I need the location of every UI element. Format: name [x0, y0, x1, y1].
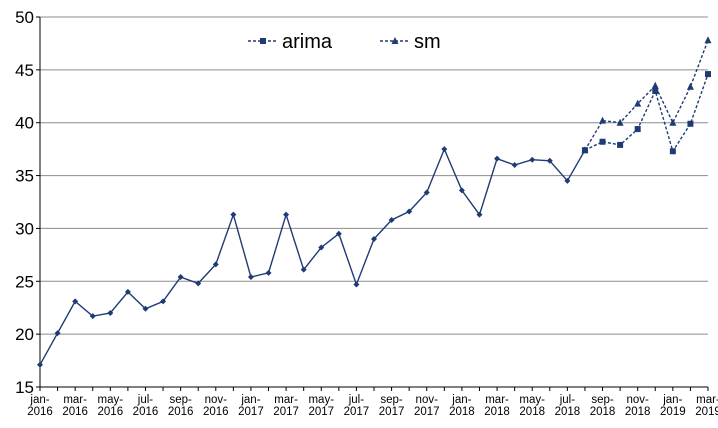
x-tick-label: mar-2016	[62, 394, 88, 418]
data-point	[283, 211, 290, 218]
x-tick-label: jan-2019	[660, 394, 686, 418]
x-tick-label: sep-2018	[590, 394, 616, 418]
y-tick-label: 35	[15, 167, 34, 186]
data-point	[318, 244, 325, 251]
data-point	[546, 157, 553, 164]
data-point	[476, 211, 483, 218]
x-tick-label: nov-2018	[625, 394, 651, 418]
series-sm	[581, 36, 712, 154]
series-line	[39, 147, 586, 366]
data-point	[37, 361, 43, 368]
data-point	[529, 156, 536, 163]
x-tick-label: nov-2016	[203, 394, 229, 418]
data-point	[423, 189, 430, 196]
data-point	[634, 99, 642, 107]
x-tick-label: mar-2018	[484, 394, 510, 418]
data-point	[54, 330, 61, 337]
x-tick-label: jan-2017	[238, 394, 264, 418]
data-point	[458, 187, 465, 194]
x-tick-label: jan-2016	[27, 394, 53, 418]
series-group	[37, 36, 712, 368]
data-point	[564, 177, 571, 184]
x-tick-label: mar-2017	[273, 394, 299, 418]
y-tick-label: 40	[15, 114, 34, 133]
gridlines	[40, 16, 708, 335]
data-point	[669, 118, 677, 126]
y-tick-label: 15	[15, 378, 34, 397]
data-point	[686, 82, 694, 90]
data-point	[651, 81, 659, 89]
data-point	[634, 126, 641, 133]
data-point	[669, 148, 676, 155]
data-point	[89, 313, 96, 320]
x-tick-label: sep-2016	[168, 394, 194, 418]
data-point	[195, 280, 202, 287]
x-tick-label: sep-2017	[379, 394, 405, 418]
legend: arima sm	[248, 31, 441, 53]
data-point	[265, 269, 272, 276]
data-point	[212, 261, 219, 268]
data-point	[406, 208, 413, 215]
x-tick-label: jan-2018	[449, 394, 475, 418]
x-tick-label: may-2016	[98, 394, 124, 418]
y-tick-label: 30	[15, 219, 34, 238]
data-point	[335, 230, 342, 237]
data-point	[511, 162, 518, 168]
x-axis-tick-labels: jan-2016 mar-2016 may-2016 jul-2016 sep-2016…	[27, 394, 718, 418]
data-point	[353, 281, 360, 288]
legend-marker	[260, 38, 266, 44]
legend-item-arima: arima	[248, 31, 333, 53]
data-point	[142, 305, 149, 312]
y-axis-tick-labels: 15 20 25 30 35 40 45 50	[15, 8, 34, 397]
series-observed	[37, 146, 588, 368]
x-tick-label: jul-2017	[344, 394, 370, 418]
data-point	[494, 155, 501, 162]
data-point	[177, 274, 184, 281]
data-point	[371, 236, 377, 242]
data-point	[652, 88, 659, 94]
series-line	[584, 40, 709, 151]
x-tick-label: may-2018	[519, 394, 545, 418]
data-point	[160, 298, 167, 305]
legend-marker	[391, 37, 399, 44]
data-point	[581, 146, 589, 154]
y-tick-label: 50	[15, 8, 34, 27]
data-point	[599, 116, 607, 124]
x-tick-label: mar-2019	[695, 394, 718, 418]
data-point	[441, 146, 448, 153]
legend-item-sm: sm	[380, 31, 441, 53]
data-point	[617, 141, 624, 148]
x-tick-label: may-2017	[308, 394, 334, 418]
data-point	[230, 211, 237, 218]
data-point	[599, 138, 606, 145]
x-tick-label: jul-2018	[555, 394, 581, 418]
x-tick-label: jul-2016	[133, 394, 159, 418]
data-point	[124, 288, 131, 295]
data-point	[72, 298, 79, 305]
axes	[36, 16, 709, 391]
data-point	[616, 118, 624, 126]
data-point	[687, 120, 694, 127]
y-tick-label: 20	[15, 325, 34, 344]
data-point	[107, 310, 114, 316]
y-tick-label: 25	[15, 272, 34, 291]
data-point	[247, 274, 254, 281]
data-point	[705, 71, 711, 78]
data-point	[388, 216, 395, 223]
y-tick-label: 45	[15, 61, 34, 80]
legend-label: arima	[282, 31, 333, 53]
data-point	[300, 266, 307, 273]
legend-label: sm	[414, 31, 441, 53]
x-tick-label: nov-2017	[414, 394, 440, 418]
data-point	[704, 36, 712, 44]
